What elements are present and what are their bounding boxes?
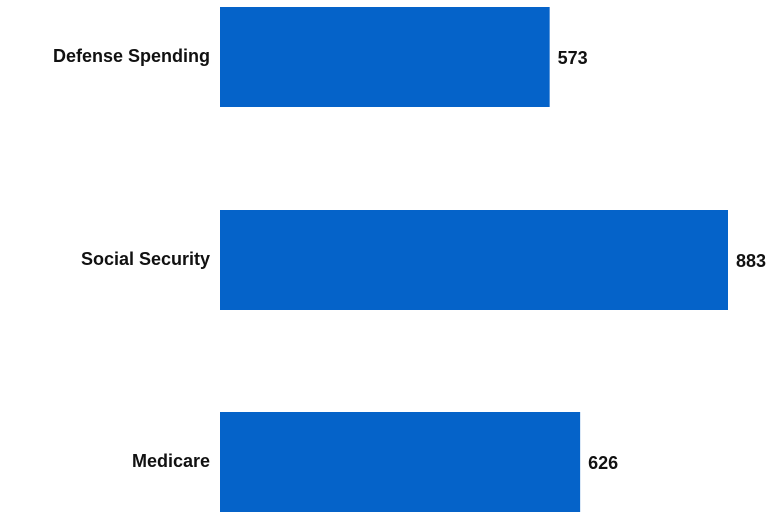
category-label-social-security: Social Security — [81, 249, 210, 269]
value-label-social-security: 883 — [736, 251, 766, 271]
category-label-defense-spending: Defense Spending — [53, 46, 210, 66]
bars-group — [220, 7, 728, 512]
category-label-medicare: Medicare — [132, 451, 210, 471]
value-labels-group: 573 883 626 — [558, 48, 766, 473]
category-labels-group: Defense Spending Social Security Medicare — [53, 46, 210, 471]
bar-social-security — [220, 210, 728, 310]
value-label-defense-spending: 573 — [558, 48, 588, 68]
bar-defense-spending — [220, 7, 550, 107]
bar-medicare — [220, 412, 581, 512]
value-label-medicare: 626 — [588, 453, 618, 473]
